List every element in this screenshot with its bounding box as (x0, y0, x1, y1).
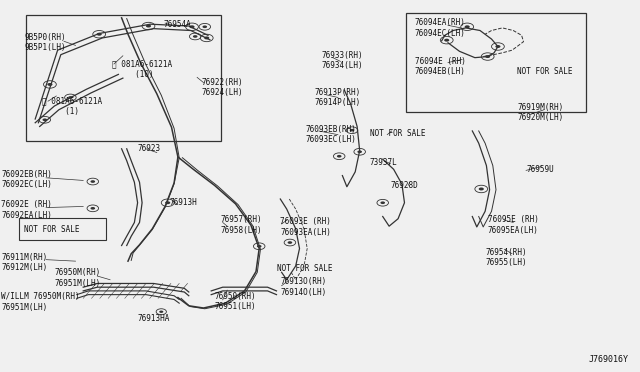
Circle shape (165, 201, 170, 204)
Text: 76094E (RH)
76094EB(LH): 76094E (RH) 76094EB(LH) (415, 57, 465, 76)
Circle shape (159, 311, 163, 313)
Text: 76928D: 76928D (390, 181, 418, 190)
Circle shape (97, 33, 102, 36)
Text: 76933(RH)
76934(LH): 76933(RH) 76934(LH) (321, 51, 363, 70)
Text: NOT FOR SALE: NOT FOR SALE (370, 129, 426, 138)
Circle shape (90, 180, 95, 183)
Circle shape (42, 118, 47, 121)
Circle shape (495, 45, 500, 48)
Text: J769016Y: J769016Y (589, 355, 628, 364)
Text: 76919M(RH)
76920M(LH): 76919M(RH) 76920M(LH) (517, 103, 563, 122)
Circle shape (349, 129, 355, 132)
Circle shape (380, 201, 385, 204)
Text: 76092EB(RH)
76092EC(LH): 76092EB(RH) 76092EC(LH) (1, 170, 52, 189)
Circle shape (146, 25, 151, 28)
Circle shape (193, 35, 198, 38)
Text: NOT FOR SALE: NOT FOR SALE (24, 225, 80, 234)
Circle shape (485, 55, 490, 58)
Text: 76913H: 76913H (170, 198, 197, 207)
Text: 76922(RH)
76924(LH): 76922(RH) 76924(LH) (202, 78, 243, 97)
Text: NOT FOR SALE: NOT FOR SALE (517, 67, 573, 76)
Bar (19, 218, 106, 240)
Circle shape (357, 150, 362, 153)
Text: 76913HA: 76913HA (138, 314, 170, 323)
Text: 76911M(RH)
76912M(LH): 76911M(RH) 76912M(LH) (1, 253, 47, 272)
Text: Ⓑ 081A6-6121A
     (10): Ⓑ 081A6-6121A (10) (112, 59, 172, 78)
Circle shape (257, 245, 262, 248)
Circle shape (444, 39, 449, 42)
Text: 9B5P0(RH)
9B5P1(LH): 9B5P0(RH) 9B5P1(LH) (24, 33, 66, 52)
Text: 76950(RH)
76951(LH): 76950(RH) 76951(LH) (214, 292, 256, 311)
Circle shape (465, 25, 470, 28)
Text: NOT FOR SALE: NOT FOR SALE (277, 264, 333, 273)
Text: 76094EA(RH)
76094EC(LH): 76094EA(RH) 76094EC(LH) (415, 18, 465, 38)
Bar (406, 13, 586, 112)
Circle shape (479, 187, 484, 190)
Text: 76913P(RH)
76914P(LH): 76913P(RH) 76914P(LH) (315, 88, 361, 107)
Text: W/ILLM 76950M(RH)
76951M(LH): W/ILLM 76950M(RH) 76951M(LH) (1, 292, 80, 312)
Text: 73937L: 73937L (370, 158, 397, 167)
Text: 76095E (RH)
76095EA(LH): 76095E (RH) 76095EA(LH) (488, 215, 538, 235)
Circle shape (204, 36, 209, 39)
Text: 76093EB(RH)
76093EC(LH): 76093EB(RH) 76093EC(LH) (306, 125, 356, 144)
Text: 76957(RH)
76958(LH): 76957(RH) 76958(LH) (221, 215, 262, 235)
Text: 76093E (RH)
76093EA(LH): 76093E (RH) 76093EA(LH) (280, 217, 331, 237)
Text: Ⓑ 081A6-6121A
     (1): Ⓑ 081A6-6121A (1) (42, 96, 102, 116)
Bar (26, 15, 221, 141)
Text: 76954(RH)
76955(LH): 76954(RH) 76955(LH) (485, 248, 527, 267)
Circle shape (90, 207, 95, 210)
Circle shape (47, 83, 52, 86)
Text: 76913O(RH)
76914O(LH): 76913O(RH) 76914O(LH) (280, 278, 326, 297)
Text: 76950M(RH)
76951M(LH): 76950M(RH) 76951M(LH) (54, 268, 100, 288)
Text: 76923: 76923 (138, 144, 161, 153)
Circle shape (337, 155, 342, 158)
Text: 76092E (RH)
76092EA(LH): 76092E (RH) 76092EA(LH) (1, 201, 52, 220)
Text: 76959U: 76959U (526, 165, 554, 174)
Circle shape (189, 25, 195, 28)
Text: 76954A: 76954A (163, 20, 191, 29)
Circle shape (68, 96, 73, 99)
Circle shape (287, 241, 292, 244)
Circle shape (202, 25, 207, 28)
